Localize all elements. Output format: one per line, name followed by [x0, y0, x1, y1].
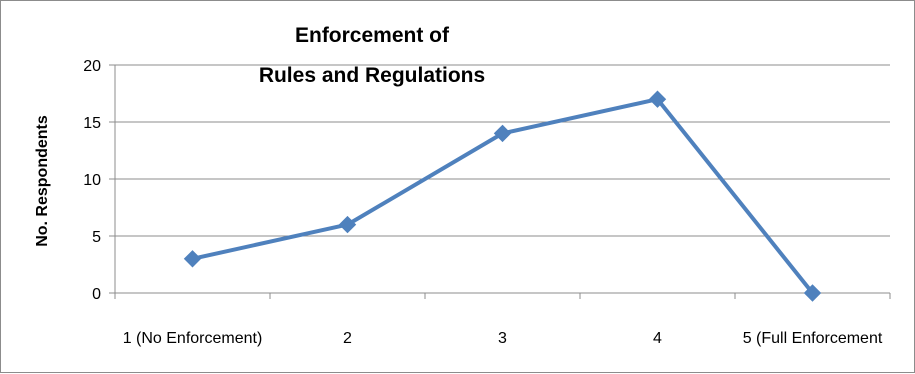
y-tick-labels: 0 5 10 15 20: [83, 58, 101, 303]
x-tick-labels: 1 (No Enforcement) 2 3 4 5 (Full Enforcement: [123, 330, 883, 347]
x-tick-label: 5 (Full Enforcement: [743, 330, 883, 347]
x-tick-label: 4: [653, 330, 662, 347]
y-tick-label: 0: [92, 286, 101, 303]
x-tick-label: 3: [498, 330, 507, 347]
axes: [109, 64, 891, 299]
y-tick-label: 5: [92, 229, 101, 246]
x-tick-label: 1 (No Enforcement): [123, 330, 263, 347]
chart-title-line-2: Rules and Regulations: [259, 64, 485, 87]
y-tick-label: 15: [83, 115, 101, 132]
data-point-marker: [493, 124, 512, 143]
y-tick-label: 20: [83, 58, 101, 75]
data-point-marker: [648, 90, 667, 108]
data-point-marker: [803, 284, 822, 302]
data-series: [183, 90, 822, 302]
y-axis-label: No. Respondents: [34, 115, 51, 247]
y-tick-label: 10: [83, 172, 101, 189]
data-point-marker: [183, 250, 202, 268]
x-tick-label: 2: [343, 330, 352, 347]
chart-title-line-1: Enforcement of: [295, 24, 450, 47]
data-point-marker: [338, 215, 357, 234]
gridlines: [115, 64, 890, 237]
